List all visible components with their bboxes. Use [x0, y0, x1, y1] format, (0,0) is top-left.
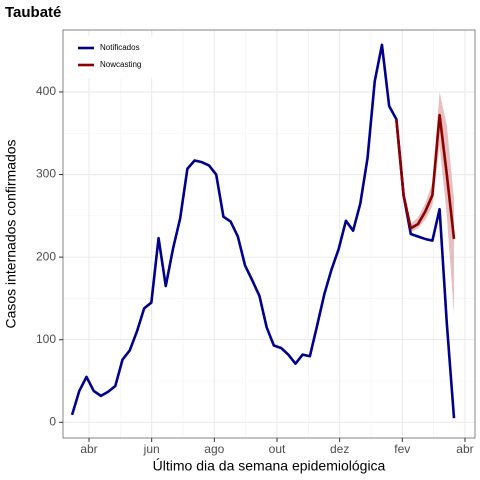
x-tick-label: jun [143, 442, 160, 456]
line [395, 113, 456, 240]
x-tick-label: out [269, 442, 286, 456]
y-tick-label: 100 [36, 332, 56, 346]
y-tick-label: 0 [49, 414, 56, 428]
y-tick-label: 300 [36, 167, 56, 181]
line [70, 43, 456, 419]
x-axis-label: Último dia da semana epidemiológica [153, 458, 386, 474]
x-tick-label: ago [204, 442, 224, 456]
y-tick-label: 200 [36, 249, 56, 263]
legend-box [73, 36, 173, 78]
panel-border [62, 29, 476, 439]
y-tick-label: 400 [36, 84, 56, 98]
x-tick-label: abr [80, 442, 97, 456]
legend-label: Nowcasting [100, 60, 141, 69]
y-axis-label: Casos internados confirmados [3, 139, 19, 328]
legend-label: Notificados [100, 43, 140, 52]
x-tick-label: abr [456, 442, 473, 456]
chart-title: Taubaté [5, 4, 61, 21]
x-tick-label: dez [330, 442, 349, 456]
x-tick-label: fev [394, 442, 410, 456]
